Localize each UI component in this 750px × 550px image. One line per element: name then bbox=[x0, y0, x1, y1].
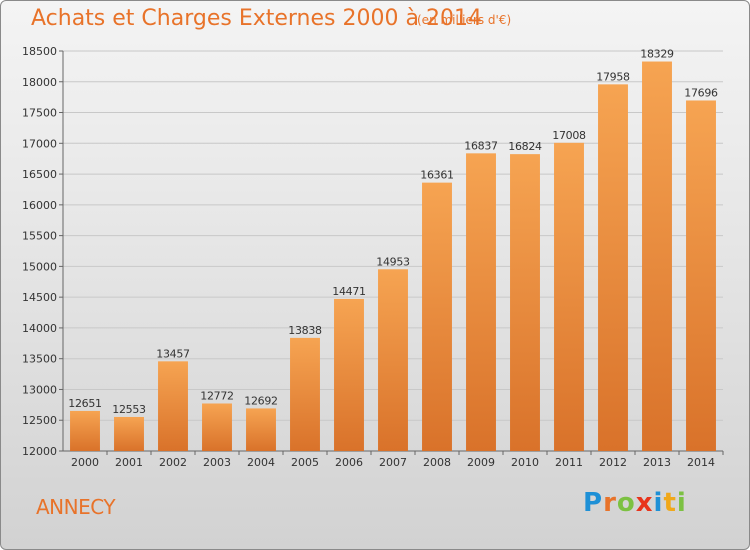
bar bbox=[334, 298, 364, 451]
logo-letter: r bbox=[603, 488, 617, 518]
proxiti-logo: Proxiti bbox=[583, 488, 687, 518]
bar bbox=[422, 182, 452, 451]
x-tick-label: 2001 bbox=[115, 456, 143, 469]
x-tick-label: 2013 bbox=[643, 456, 671, 469]
x-tick-label: 2010 bbox=[511, 456, 539, 469]
logo-letter: i bbox=[653, 488, 664, 518]
town-name: ANNECY bbox=[36, 495, 116, 519]
bar bbox=[598, 84, 628, 451]
y-tick-label: 15000 bbox=[22, 260, 57, 273]
bar bbox=[466, 153, 496, 452]
logo-letter: o bbox=[616, 488, 636, 518]
bar-value-label: 16824 bbox=[508, 140, 542, 153]
y-tick-label: 18500 bbox=[22, 45, 57, 58]
x-tick-label: 2012 bbox=[599, 456, 627, 469]
bar-value-label: 14953 bbox=[376, 255, 410, 268]
chart-title: Achats et Charges Externes 2000 à 2014 bbox=[31, 6, 482, 31]
x-tick-label: 2009 bbox=[467, 456, 495, 469]
bar-value-label: 13457 bbox=[156, 347, 190, 360]
bar bbox=[290, 337, 320, 451]
bar bbox=[70, 410, 100, 451]
bar-value-label: 14471 bbox=[332, 285, 366, 298]
bar bbox=[202, 403, 232, 451]
x-tick-label: 2007 bbox=[379, 456, 407, 469]
x-tick-label: 2005 bbox=[291, 456, 319, 469]
y-tick-label: 16000 bbox=[22, 199, 57, 212]
bar-value-label: 16837 bbox=[464, 139, 498, 152]
x-tick-label: 2003 bbox=[203, 456, 231, 469]
bar bbox=[378, 269, 408, 451]
bar-value-label: 18329 bbox=[640, 48, 674, 61]
y-tick-label: 16500 bbox=[22, 168, 57, 181]
y-tick-label: 17500 bbox=[22, 107, 57, 120]
bar-value-label: 12651 bbox=[68, 397, 102, 410]
logo-letter: i bbox=[676, 488, 687, 518]
bar-value-label: 17958 bbox=[596, 70, 630, 83]
bar-value-label: 17008 bbox=[552, 129, 586, 142]
x-tick-label: 2014 bbox=[687, 456, 715, 469]
x-tick-label: 2000 bbox=[71, 456, 99, 469]
bar bbox=[114, 416, 144, 451]
bar bbox=[158, 361, 188, 451]
bar bbox=[510, 154, 540, 451]
bar bbox=[642, 61, 672, 452]
logo-letter: t bbox=[663, 488, 677, 518]
bar-value-label: 13838 bbox=[288, 324, 322, 337]
bar-value-label: 16361 bbox=[420, 169, 454, 182]
y-tick-label: 17000 bbox=[22, 137, 57, 150]
y-tick-label: 15500 bbox=[22, 230, 57, 243]
bar bbox=[554, 142, 584, 452]
y-tick-label: 13000 bbox=[22, 383, 57, 396]
y-tick-label: 12000 bbox=[22, 445, 57, 458]
bar-value-label: 12772 bbox=[200, 389, 234, 402]
y-tick-label: 14000 bbox=[22, 322, 57, 335]
bar-value-label: 12692 bbox=[244, 394, 278, 407]
logo-letter: P bbox=[583, 488, 604, 518]
bar-value-label: 12553 bbox=[112, 403, 146, 416]
x-tick-label: 2004 bbox=[247, 456, 275, 469]
bar bbox=[686, 100, 716, 451]
bar-value-label: 17696 bbox=[684, 86, 718, 99]
y-tick-label: 14500 bbox=[22, 291, 57, 304]
x-tick-label: 2006 bbox=[335, 456, 363, 469]
y-tick-label: 13500 bbox=[22, 353, 57, 366]
logo-letter: x bbox=[635, 488, 654, 518]
bar bbox=[246, 408, 276, 451]
x-tick-label: 2002 bbox=[159, 456, 187, 469]
chart-subtitle: (en milliers d'€) bbox=[417, 13, 512, 27]
x-tick-label: 2008 bbox=[423, 456, 451, 469]
x-tick-label: 2011 bbox=[555, 456, 583, 469]
y-tick-label: 18000 bbox=[22, 76, 57, 89]
y-tick-label: 12500 bbox=[22, 414, 57, 427]
